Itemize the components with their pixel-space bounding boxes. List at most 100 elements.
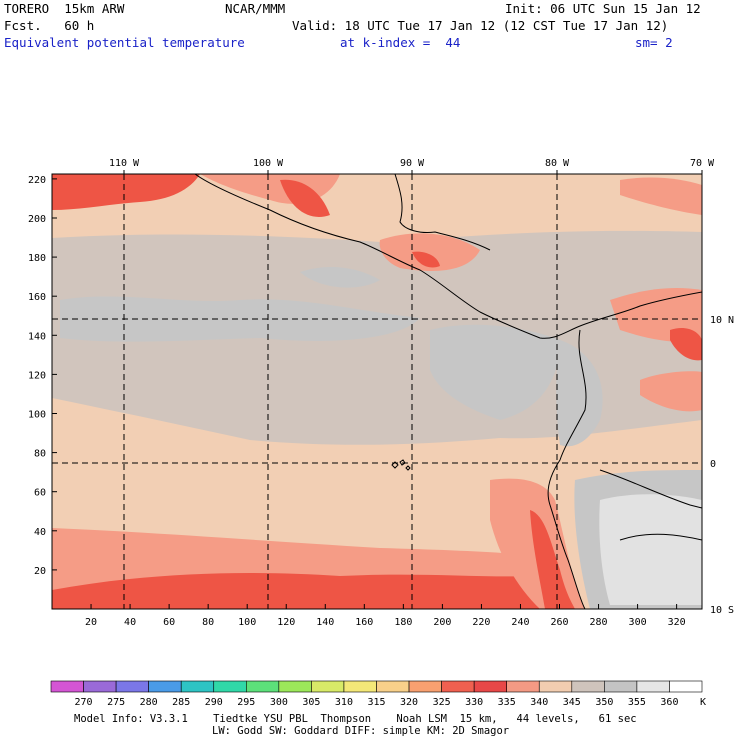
colorbar-label: 280 (140, 697, 158, 708)
lat-label: 10 S (710, 605, 734, 616)
field-warm-amazon (640, 371, 702, 412)
x-tick-label: 200 (433, 617, 451, 628)
lon-label: 80 W (545, 158, 570, 169)
lon-label: 70 W (690, 158, 715, 169)
colorbar-label: 305 (302, 697, 320, 708)
y-tick-label: 160 (28, 292, 46, 303)
lon-label: 90 W (400, 158, 425, 169)
coastline-pacific-north (194, 174, 702, 339)
x-tick-label: 120 (277, 617, 295, 628)
colorbar-swatch (636, 680, 670, 693)
x-tick-label: 300 (629, 617, 647, 628)
colorbar-label: 315 (367, 697, 385, 708)
field-grey-patch-west (60, 296, 420, 342)
model-info-line1: Model Info: V3.3.1 Tiedtke YSU PBL Thomp… (74, 713, 637, 725)
forecast-hour: Fcst. 60 h (4, 18, 95, 33)
colorbar-swatch (311, 680, 345, 693)
colorbar-label: 285 (172, 697, 190, 708)
colorbar-label: 355 (628, 697, 646, 708)
colorbar-label: 360 (660, 697, 678, 708)
field-hot-honduras (412, 251, 440, 268)
x-tick-label: 220 (472, 617, 490, 628)
x-tick-label: 60 (163, 617, 175, 628)
colorbar-swatch (473, 680, 507, 693)
colorbar-swatch (83, 680, 117, 693)
graticule (52, 174, 702, 609)
longitude-labels: 110 W 100 W 90 W 80 W 70 W (109, 158, 715, 174)
y-tick-label: 80 (34, 449, 46, 460)
x-axis-ticks: 20 40 60 80 100 120 140 160 180 200 220 240 260 280 30… (85, 604, 686, 628)
y-tick-label: 200 (28, 214, 46, 225)
y-tick-label: 220 (28, 175, 46, 186)
colorbar-swatch (506, 680, 540, 693)
coastline-south-america (547, 329, 587, 609)
colorbar-label: 345 (563, 697, 581, 708)
colorbar-swatch (538, 680, 573, 693)
colorbar-swatch (441, 680, 475, 693)
model-name: TORERO 15km ARW (4, 1, 125, 16)
colorbar-label: 310 (335, 697, 353, 708)
colorbar-label: 300 (270, 697, 288, 708)
colorbar-label: 330 (465, 697, 483, 708)
field-hot-northwest (52, 174, 200, 210)
x-tick-label: 40 (124, 617, 136, 628)
field-hot-venezuela (670, 328, 702, 361)
colorbar-swatch (669, 680, 703, 693)
x-tick-label: 20 (85, 617, 97, 628)
colorbar-swatch (604, 680, 638, 693)
colorbar-swatch (376, 680, 410, 693)
field-grey-patch-central (430, 324, 560, 420)
colorbar-swatch (246, 680, 280, 693)
y-tick-label: 20 (34, 566, 46, 577)
valid-time: Valid: 18 UTC Tue 17 Jan 12 (12 CST Tue … (292, 18, 669, 33)
colorbar-swatch (180, 680, 215, 693)
model-info-line2: LW: Godd SW: Goddard DIFF: simple KM: 2D… (212, 725, 510, 737)
map-frame (51, 173, 703, 610)
smoothing-info: sm= 2 (635, 35, 673, 50)
y-tick-label: 40 (34, 527, 46, 538)
init-time: Init: 06 UTC Sun 15 Jan 12 (505, 1, 701, 16)
field-pale-amazon (599, 494, 702, 605)
colorbar-swatch (213, 680, 247, 693)
colorbar-swatch (115, 680, 149, 693)
colorbar-swatch (408, 680, 442, 693)
lat-label: 0 (710, 459, 716, 470)
x-tick-label: 180 (394, 617, 412, 628)
x-tick-label: 100 (238, 617, 256, 628)
coastline-yucatan (394, 174, 491, 251)
colorbar-swatch (50, 680, 84, 693)
colorbar-swatch (148, 680, 182, 693)
x-tick-label: 280 (590, 617, 608, 628)
colorbar-label: 335 (498, 697, 516, 708)
colorbar-label: 350 (595, 697, 613, 708)
field-hot-peru (530, 510, 575, 609)
colorbar-label: 290 (205, 697, 223, 708)
map-field (52, 174, 702, 609)
colorbar-label: 340 (530, 697, 548, 708)
field-name: Equivalent potential temperature (4, 35, 245, 50)
lon-label: 110 W (109, 158, 140, 169)
colorbar-unit: K (700, 697, 706, 708)
colorbar-label: 295 (237, 697, 255, 708)
colorbar-label: 275 (107, 697, 125, 708)
y-tick-label: 60 (34, 488, 46, 499)
colorbar-swatch (278, 680, 312, 693)
x-tick-label: 320 (668, 617, 686, 628)
field-warm-centralamerica (379, 233, 480, 271)
y-axis-ticks: 220 200 180 160 140 120 100 80 60 40 20 (28, 175, 57, 577)
level-info: at k-index = 44 (340, 35, 461, 50)
x-tick-label: 240 (511, 617, 529, 628)
y-tick-label: 180 (28, 253, 46, 264)
y-tick-label: 120 (28, 370, 46, 381)
field-grey-patch-colombia (556, 340, 603, 447)
field-warm-caribbean (620, 177, 702, 215)
y-tick-label: 140 (28, 331, 46, 342)
field-hot-mexico (280, 179, 330, 217)
x-tick-label: 260 (550, 617, 568, 628)
colorbar: 270 275 280 285 290 295 300 305 310 315 320 325 330 3… (50, 680, 706, 708)
field-grey-patch-north (300, 266, 380, 288)
y-tick-label: 100 (28, 409, 46, 420)
field-hot-south (52, 572, 540, 609)
latitude-labels: 10 N 0 10 S (710, 315, 734, 616)
